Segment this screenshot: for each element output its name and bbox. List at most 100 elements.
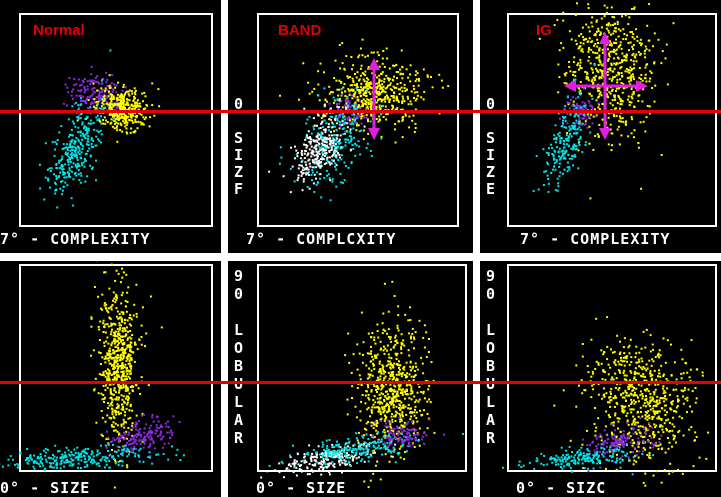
- scatter-dot: [595, 99, 598, 102]
- scatter-dot: [124, 437, 127, 440]
- scatter-dot: [395, 96, 398, 99]
- scatter-dot: [354, 73, 356, 75]
- scatter-dot: [382, 372, 385, 375]
- x-axis-label: 0° - SIZE: [0, 479, 91, 497]
- scatter-dot: [570, 38, 573, 41]
- scatter-dot: [133, 341, 136, 344]
- scatter-dot: [328, 156, 331, 159]
- scatter-dot: [596, 69, 599, 72]
- scatter-dot: [396, 342, 399, 344]
- scatter-dot: [379, 368, 382, 371]
- scatter-dot: [386, 426, 389, 429]
- scatter-dot: [394, 396, 397, 399]
- scatter-dot: [122, 83, 125, 86]
- scatter-dot: [103, 396, 106, 399]
- scatter-dot: [587, 100, 590, 102]
- scatter-dot: [322, 466, 325, 469]
- scatter-dot: [363, 80, 366, 83]
- scatter-dot: [391, 455, 394, 458]
- scatter-dot: [116, 445, 119, 448]
- scatter-dot: [102, 331, 105, 333]
- scatter-dot: [123, 354, 125, 357]
- scatter-dot: [118, 446, 121, 448]
- scatter-dot: [581, 122, 584, 125]
- scatter-dot: [592, 82, 595, 85]
- scatter-dot: [88, 79, 91, 82]
- scatter-dot: [147, 384, 150, 387]
- scatter-dot: [121, 398, 124, 401]
- scatter-dot: [653, 32, 656, 35]
- scatter-dot: [39, 187, 42, 190]
- scatter-dot: [133, 87, 136, 90]
- scatter-dot: [388, 409, 391, 412]
- scatter-dot: [377, 431, 379, 434]
- scatter-dot: [112, 97, 115, 100]
- scatter-dot: [334, 453, 337, 456]
- scatter-dot: [371, 421, 374, 424]
- scatter-dot: [617, 95, 620, 98]
- scatter-dot: [411, 327, 414, 330]
- scatter-dot: [310, 155, 313, 158]
- scatter-dot: [117, 454, 120, 457]
- scatter-dot: [106, 414, 109, 417]
- scatter-dot: [332, 144, 335, 147]
- scatter-dot: [130, 324, 132, 327]
- scatter-dot: [359, 74, 362, 77]
- scatter-dot: [138, 112, 141, 115]
- scatter-dot: [328, 473, 331, 476]
- scatter-dot: [116, 96, 119, 99]
- scatter-dot: [380, 87, 383, 90]
- scatter-dot: [413, 430, 416, 433]
- scatter-dot: [92, 105, 95, 108]
- scatter-dot: [323, 71, 325, 74]
- scatter-dot: [344, 90, 347, 93]
- scatter-dot: [343, 68, 346, 71]
- scatter-dot: [368, 445, 371, 448]
- scatter-dot: [347, 138, 350, 141]
- scatter-dot: [350, 371, 353, 374]
- scatter-dot: [407, 97, 409, 100]
- scatter-dot: [97, 325, 100, 328]
- scatter-dot: [644, 56, 647, 59]
- scatter-dot: [341, 42, 344, 45]
- scatter-dot: [374, 95, 377, 98]
- scatter-dot: [61, 193, 64, 196]
- scatter-dot: [381, 87, 384, 90]
- scatter-dot: [347, 88, 350, 91]
- scatter-dot: [594, 75, 597, 78]
- scatter-dot: [311, 452, 314, 455]
- scatter-dot: [148, 427, 151, 430]
- scatter-dot: [126, 344, 129, 347]
- scatter-dot: [332, 123, 335, 126]
- scatter-dot: [58, 175, 61, 178]
- scatter-dot: [410, 375, 413, 378]
- scatter-dot: [83, 158, 86, 160]
- scatter-dot: [78, 113, 81, 116]
- scatter-dot: [322, 468, 325, 471]
- scatter-dot: [355, 104, 358, 106]
- scatter-dot: [98, 339, 101, 341]
- scatter-dot: [100, 392, 103, 395]
- scatter-dot: [100, 115, 103, 118]
- scatter-dot: [369, 82, 372, 85]
- scatter-dot: [75, 83, 78, 86]
- scatter-dot: [115, 378, 118, 381]
- scatter-dot: [150, 432, 152, 435]
- scatter-dot: [580, 49, 583, 52]
- scatter-dot: [348, 141, 351, 144]
- scatter-dot: [398, 447, 401, 450]
- scatter-dot: [361, 394, 364, 396]
- scatter-dot: [103, 344, 106, 347]
- scatter-dot: [583, 102, 586, 105]
- scatter-dot: [348, 441, 350, 444]
- scatter-dot: [328, 439, 331, 441]
- scatter-dot: [398, 93, 401, 95]
- scatter-dot: [371, 450, 374, 452]
- scatter-dot: [353, 95, 356, 98]
- scatter-dot: [368, 398, 371, 401]
- scatter-dot: [324, 129, 327, 132]
- scatter-dot: [113, 361, 116, 364]
- scatter-dot: [305, 134, 308, 137]
- scatter-dot: [346, 98, 349, 101]
- scatter-dot: [398, 426, 401, 429]
